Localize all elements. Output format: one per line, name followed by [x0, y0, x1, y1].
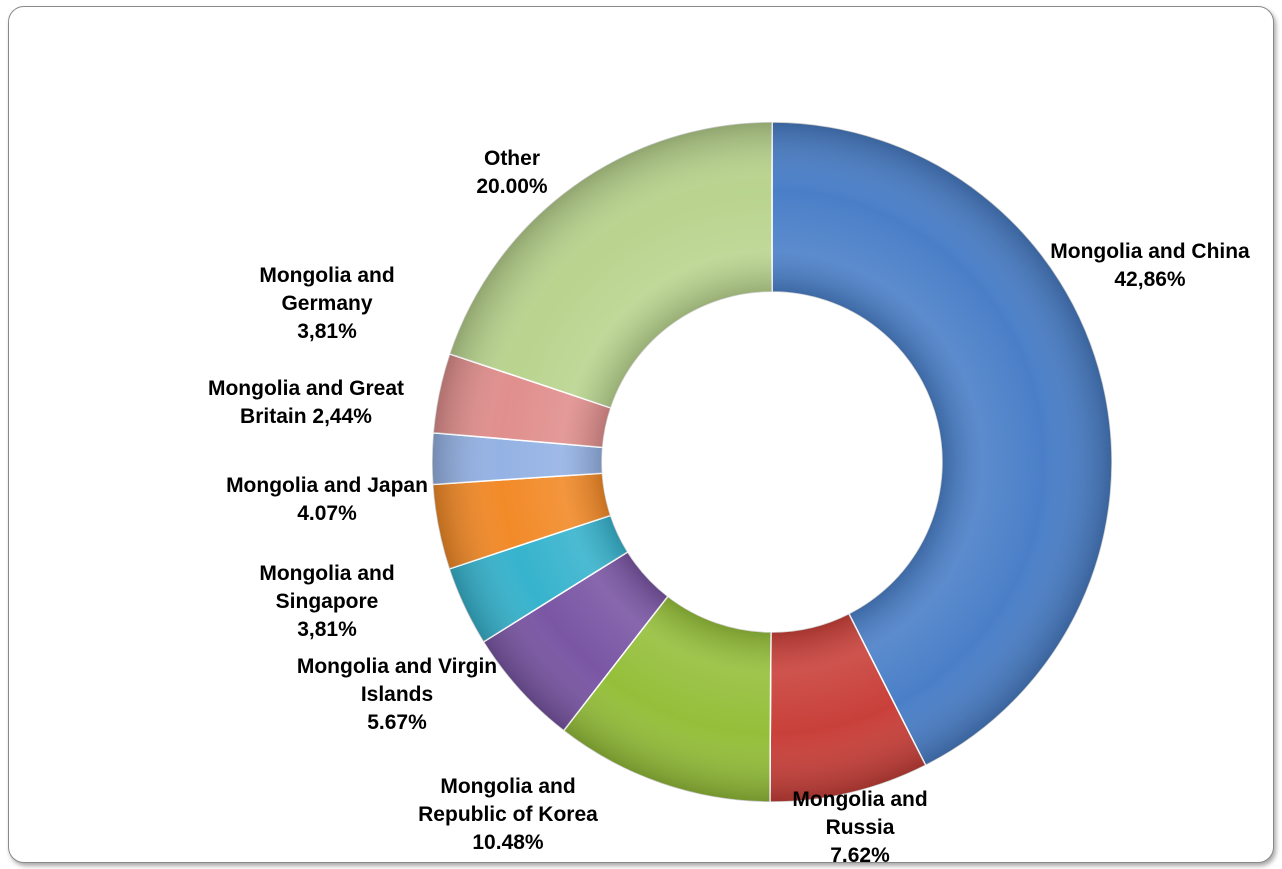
data-label-line: 4.07% [297, 502, 357, 525]
data-label: Mongolia and Germany 3,81% [259, 264, 394, 343]
data-label-line: Mongolia and [792, 788, 927, 811]
data-label-line: Other [484, 147, 540, 170]
data-label-line: Mongolia and China [1050, 240, 1250, 263]
donut-slice-shading [483, 551, 668, 731]
donut-slice-shading [449, 122, 772, 408]
data-label: Other 20.00% [476, 147, 548, 198]
data-label-line: 3,81% [297, 618, 357, 641]
data-label-line: 3,81% [297, 320, 357, 343]
data-label-line: Mongolia and [440, 775, 575, 798]
data-label-line: Mongolia and Japan [226, 474, 428, 497]
data-label: Mongolia and China 42,86% [1050, 240, 1250, 291]
donut-slice-shading [563, 596, 771, 802]
data-label-line: Mongolia and Virgin [297, 655, 497, 678]
donut-slice-shading [432, 473, 611, 569]
data-label-line: Russia [826, 816, 895, 839]
donut-slice-shading [772, 122, 1112, 766]
data-label-line: 10.48% [472, 831, 544, 854]
data-label-line: Mongolia and Great [208, 377, 404, 400]
data-label-line: Singapore [276, 590, 379, 613]
data-label-line: Islands [361, 683, 433, 706]
data-label-line: Britain 2,44% [240, 405, 372, 428]
data-label-line: Mongolia and [259, 562, 394, 585]
data-label-line: 7.62% [830, 844, 890, 867]
donut-slice-shading [769, 613, 926, 802]
data-label: Mongolia and Japan 4.07% [226, 474, 428, 525]
donut-labels: Mongolia and China 42,86% Mongolia and Russ… [208, 147, 1250, 867]
data-label: Mongolia and Republic of Korea 10.48% [418, 775, 598, 854]
donut-slice-shading [449, 515, 628, 642]
data-label: Mongolia and Great Britain 2,44% [208, 377, 404, 428]
data-label-line: 42,86% [1114, 268, 1186, 291]
data-label-line: 20.00% [476, 175, 548, 198]
donut-slice-shading [432, 432, 603, 485]
donut-slice-shading [433, 353, 611, 448]
data-label: Mongolia and Virgin Islands 5.67% [297, 655, 497, 734]
data-label-line: Germany [281, 292, 372, 315]
data-label-line: Republic of Korea [418, 803, 598, 826]
data-label-line: Mongolia and [259, 264, 394, 287]
data-label: Mongolia and Singapore 3,81% [259, 562, 394, 641]
donut-slices [431, 121, 1113, 803]
data-label-line: 5.67% [367, 711, 427, 734]
data-label: Mongolia and Russia 7.62% [792, 788, 927, 867]
